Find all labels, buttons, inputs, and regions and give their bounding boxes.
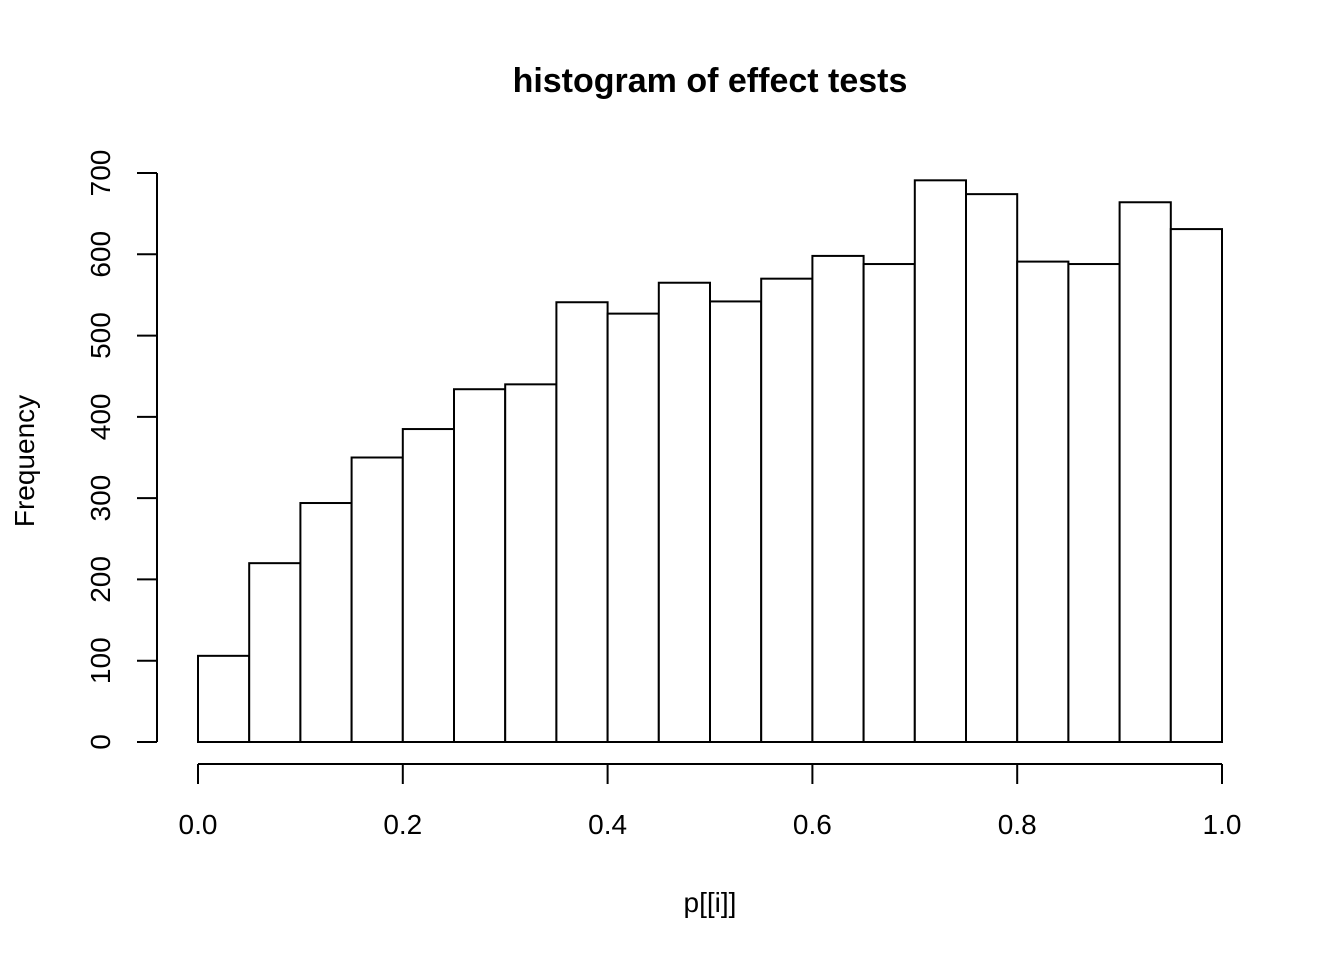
histogram-bar: [1118, 201, 1172, 743]
histogram-bar: [197, 654, 251, 744]
histogram-bar: [709, 300, 763, 743]
x-tick-label: 0.6: [793, 809, 832, 840]
y-tick-label: 400: [85, 393, 116, 440]
histogram-bar: [248, 562, 302, 744]
y-axis-label: Frequency: [9, 395, 40, 527]
x-tick-label: 0.4: [588, 809, 627, 840]
x-tick-label: 1.0: [1203, 809, 1242, 840]
histogram-bar: [606, 312, 660, 743]
histogram-bar: [760, 277, 814, 743]
y-tick-label: 100: [85, 637, 116, 684]
y-axis: 0 100 200 300 400 500 600 700: [85, 150, 158, 750]
x-tick-label: 0.8: [998, 809, 1037, 840]
y-tick-label: 500: [85, 312, 116, 359]
y-tick-label: 200: [85, 556, 116, 603]
x-axis: 0.0 0.2 0.4 0.6 0.8 1.0: [179, 763, 1242, 840]
histogram-bar: [913, 179, 967, 743]
y-tick-label: 700: [85, 150, 116, 197]
y-tick-label: 0: [85, 734, 116, 750]
histogram-bar: [811, 254, 865, 743]
histogram-bar: [1067, 263, 1121, 743]
histogram-bar: [1169, 228, 1224, 743]
histogram-bar: [1016, 260, 1070, 743]
y-tick-label: 600: [85, 231, 116, 278]
x-axis-label: p[[i]]: [684, 887, 737, 918]
histogram-bar: [504, 383, 558, 743]
histogram-bar: [401, 428, 455, 743]
histogram-bar: [453, 388, 507, 743]
histogram-bar: [965, 193, 1019, 744]
y-tick-label: 300: [85, 475, 116, 522]
histogram-bar: [350, 456, 404, 743]
bars-group: [197, 179, 1224, 744]
histogram-bar: [299, 502, 353, 743]
x-tick-label: 0.0: [179, 809, 218, 840]
x-tick-label: 0.2: [383, 809, 422, 840]
histogram-bar: [555, 301, 609, 743]
histogram-bar: [657, 281, 711, 743]
histogram-bar: [862, 263, 916, 743]
chart-title: histogram of effect tests: [513, 62, 908, 100]
